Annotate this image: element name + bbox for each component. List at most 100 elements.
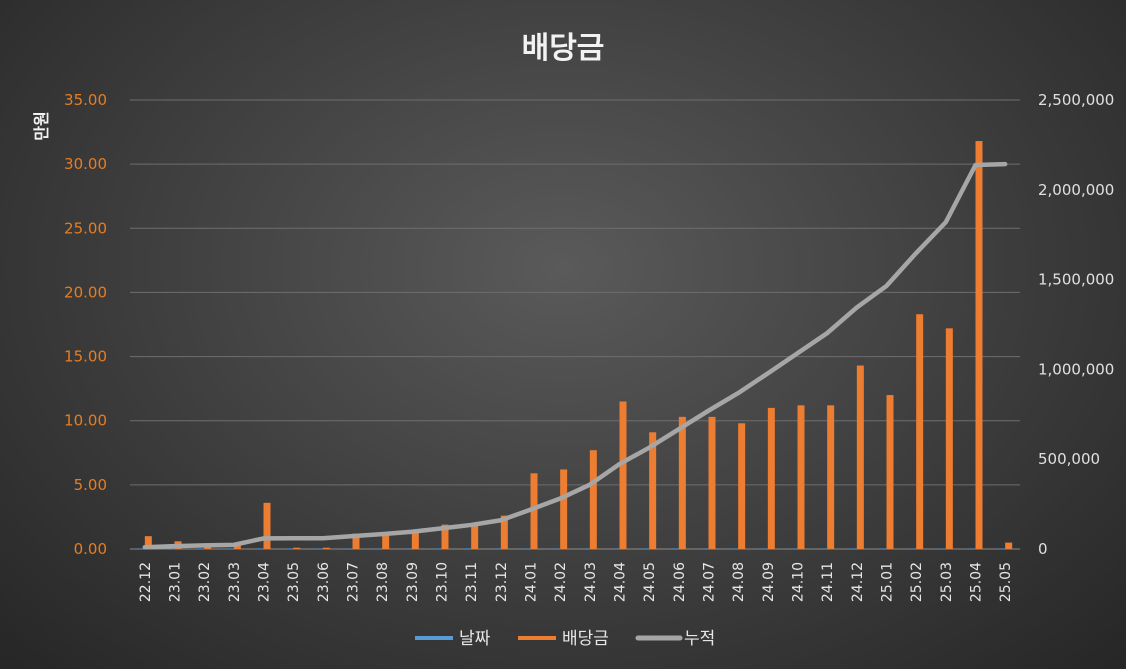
bar-dividend bbox=[322, 547, 330, 549]
right-tick-label: 1,000,000 bbox=[1038, 360, 1114, 378]
bar-dividend bbox=[678, 416, 686, 549]
bar-dividend bbox=[530, 473, 538, 549]
bar-date bbox=[849, 548, 857, 549]
cumulative-point bbox=[292, 537, 294, 539]
bar-dividend bbox=[975, 141, 983, 549]
bar-dividend bbox=[500, 515, 508, 549]
bar-date bbox=[197, 548, 205, 549]
cumulative-point bbox=[826, 332, 828, 334]
cumulative-point bbox=[589, 484, 591, 486]
x-tick-label: 24.07 bbox=[702, 562, 718, 602]
cumulative-point bbox=[886, 285, 887, 287]
left-tick-label: 0.00 bbox=[74, 540, 107, 558]
bar-dividend bbox=[649, 432, 657, 549]
cumulative-point bbox=[1004, 163, 1006, 165]
cumulative-point bbox=[530, 509, 531, 511]
legend-label-cumulative: 누적 bbox=[684, 629, 715, 649]
bar-date bbox=[701, 548, 709, 549]
bar-dividend bbox=[797, 405, 805, 549]
left-axis-ticks: 0.00 5.00 10.00 15.00 20.00 25.00 30.00 35.00 bbox=[64, 91, 107, 558]
cumulative-point bbox=[322, 537, 324, 539]
x-tick-label: 23.11 bbox=[464, 562, 480, 602]
x-tick-label: 24.08 bbox=[731, 562, 747, 602]
cumulative-point bbox=[737, 392, 739, 394]
cumulative-point bbox=[203, 544, 205, 546]
bar-dividend bbox=[441, 524, 449, 549]
x-tick-label: 25.05 bbox=[998, 562, 1014, 602]
right-tick-label: 0 bbox=[1038, 540, 1048, 558]
bar-dividend bbox=[589, 450, 597, 549]
bar-dividend bbox=[263, 502, 271, 549]
x-tick-label: 23.09 bbox=[405, 562, 421, 602]
cumulative-point bbox=[144, 546, 146, 548]
cumulative-point bbox=[915, 252, 917, 254]
bar-dividend bbox=[293, 547, 301, 549]
bar-dividend bbox=[144, 536, 152, 549]
cumulative-point bbox=[233, 544, 235, 546]
legend-item-cumulative[interactable]: 누적 bbox=[635, 629, 715, 649]
cumulative-point bbox=[619, 463, 620, 465]
right-tick-label: 1,500,000 bbox=[1038, 271, 1114, 289]
bar-dividend bbox=[767, 407, 775, 549]
cumulative-point bbox=[500, 519, 502, 521]
legend-item-date[interactable]: 날짜 bbox=[415, 629, 491, 649]
x-tick-label: 25.04 bbox=[969, 562, 985, 602]
cumulative-point bbox=[470, 524, 472, 526]
grid-lines bbox=[130, 99, 1020, 550]
bar-date bbox=[434, 548, 442, 549]
cumulative-point bbox=[381, 533, 383, 535]
bar-dividend bbox=[708, 416, 716, 549]
x-tick-label: 23.02 bbox=[197, 562, 213, 602]
cumulative-point bbox=[945, 221, 947, 223]
x-tick-label: 23.10 bbox=[435, 562, 451, 602]
bar-dividend bbox=[411, 532, 419, 549]
chart-title: 배당금 bbox=[522, 31, 605, 66]
bar-date bbox=[404, 548, 412, 549]
bar-dividend bbox=[738, 423, 746, 549]
bar-dividend bbox=[1005, 542, 1013, 549]
cumulative-point bbox=[708, 410, 709, 412]
x-tick-label: 23.12 bbox=[494, 562, 510, 602]
cumulative-point bbox=[174, 545, 175, 547]
bar-date bbox=[493, 548, 501, 549]
left-tick-label: 10.00 bbox=[64, 412, 107, 430]
bar-dividend bbox=[886, 395, 894, 549]
x-tick-label: 23.03 bbox=[227, 562, 243, 602]
bar-date bbox=[820, 548, 828, 549]
cumulative-point bbox=[441, 527, 442, 529]
left-tick-label: 30.00 bbox=[64, 155, 107, 173]
bar-date bbox=[731, 548, 739, 549]
bar-date bbox=[612, 548, 620, 549]
right-tick-label: 2,500,000 bbox=[1038, 91, 1114, 109]
x-tick-label: 23.07 bbox=[346, 562, 362, 602]
bar-date bbox=[375, 548, 383, 549]
cumulative-point bbox=[559, 498, 561, 500]
x-tick-label: 25.02 bbox=[909, 562, 925, 602]
bar-dividend bbox=[827, 405, 835, 549]
cumulative-point bbox=[797, 352, 798, 354]
x-tick-label: 24.12 bbox=[850, 562, 866, 602]
x-tick-label: 25.03 bbox=[939, 562, 955, 602]
right-axis-ticks: 0 500,000 1,000,000 1,500,000 2,000,000 2,500… bbox=[1038, 91, 1114, 558]
bar-date bbox=[938, 548, 946, 549]
left-tick-label: 5.00 bbox=[74, 476, 107, 494]
x-tick-label: 24.04 bbox=[613, 562, 629, 602]
legend-item-dividend[interactable]: 배당금 bbox=[518, 629, 609, 649]
bar-series bbox=[137, 141, 1013, 549]
bar-dividend bbox=[856, 365, 864, 549]
bar-date bbox=[553, 548, 561, 549]
x-tick-label: 24.02 bbox=[553, 562, 569, 602]
x-tick-label: 23.05 bbox=[286, 562, 302, 602]
cumulative-line bbox=[142, 161, 1008, 550]
x-tick-label: 24.05 bbox=[642, 562, 658, 602]
left-tick-label: 35.00 bbox=[64, 91, 107, 109]
bar-date bbox=[345, 548, 353, 549]
cumulative-point bbox=[678, 428, 680, 430]
x-tick-label: 24.10 bbox=[791, 562, 807, 602]
bar-dividend bbox=[382, 534, 390, 549]
x-tick-label: 23.08 bbox=[375, 562, 391, 602]
bar-date bbox=[226, 548, 234, 549]
bar-date bbox=[879, 548, 887, 549]
x-tick-label: 25.01 bbox=[880, 562, 896, 602]
